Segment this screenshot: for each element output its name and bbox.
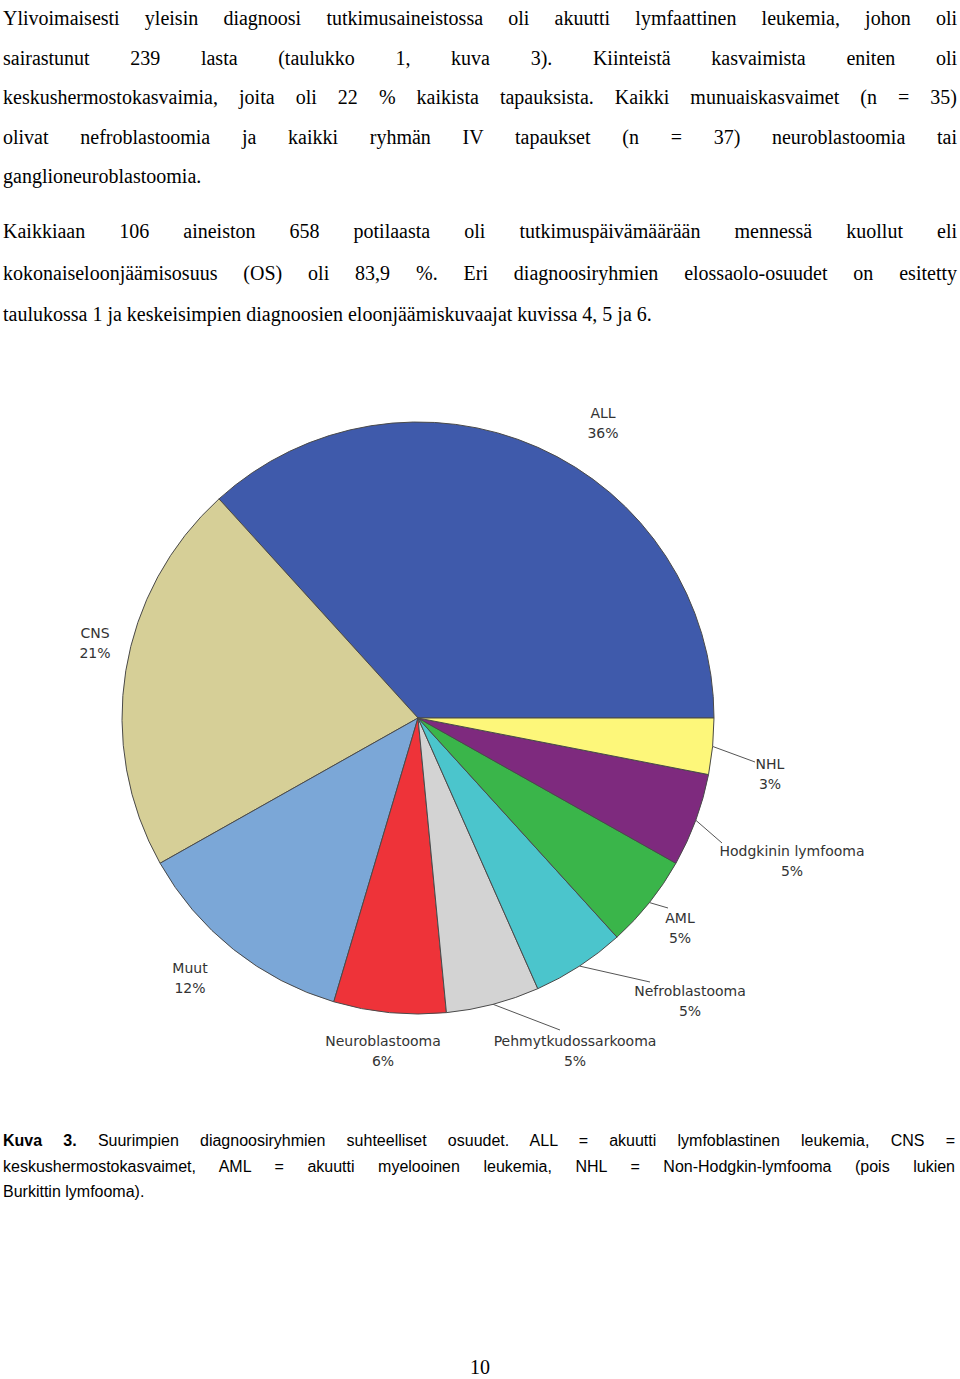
slice-label: Hodgkinin lymfooma bbox=[719, 843, 864, 859]
slice-value-label: 5% bbox=[781, 863, 803, 879]
text-line: Ylivoimaisesti yleisin diagnoosi tutkimu… bbox=[3, 0, 957, 38]
caption-text: Suurimpien diagnoosiryhmien suhteelliset… bbox=[98, 1132, 955, 1149]
slice-label: CNS bbox=[80, 625, 109, 641]
caption-text: Burkittin lymfooma). bbox=[3, 1183, 144, 1200]
text-line: keskushermostokasvaimia, joita oli 22 % … bbox=[3, 77, 957, 117]
leader-line bbox=[713, 746, 755, 762]
slices bbox=[122, 422, 714, 1014]
slice-label: Nefroblastooma bbox=[634, 983, 746, 999]
text-line: taulukossa 1 ja keskeisimpien diagnoosie… bbox=[3, 294, 957, 334]
slice-value-label: 5% bbox=[564, 1053, 586, 1069]
slice-label: NHL bbox=[756, 756, 785, 772]
caption-label: Kuva 3. bbox=[3, 1132, 77, 1149]
pie-slice bbox=[418, 718, 714, 775]
slice-label: Neuroblastooma bbox=[325, 1033, 440, 1049]
text-line: Kaikkiaan 106 aineiston 658 potilaasta o… bbox=[3, 211, 957, 251]
caption-line: Burkittin lymfooma). bbox=[3, 1179, 955, 1205]
text-line: sairastunut 239 lasta (taulukko 1, kuva … bbox=[3, 38, 957, 78]
slice-value-label: 12% bbox=[174, 980, 205, 996]
slice-value-label: 5% bbox=[679, 1003, 701, 1019]
slice-value-label: 5% bbox=[669, 930, 691, 946]
leader-line bbox=[696, 820, 722, 843]
page-number: 10 bbox=[440, 1356, 520, 1379]
slice-label: Muut bbox=[172, 960, 208, 976]
slice-label: ALL bbox=[590, 405, 615, 421]
slice-label: AML bbox=[665, 910, 695, 926]
slice-label: Pehmytkudossarkooma bbox=[494, 1033, 657, 1049]
leader-line bbox=[649, 903, 668, 908]
slice-value-label: 6% bbox=[372, 1053, 394, 1069]
text-line: ganglioneuroblastoomia. bbox=[3, 156, 957, 196]
caption-text: keskushermostokasvaimet, AML = akuutti m… bbox=[3, 1158, 955, 1175]
caption-line: Kuva 3. Suurimpien diagnoosiryhmien suht… bbox=[3, 1128, 955, 1154]
slice-value-label: 3% bbox=[759, 776, 781, 792]
slice-value-label: 36% bbox=[587, 425, 618, 441]
leader-line bbox=[579, 966, 650, 982]
leader-line bbox=[493, 1004, 560, 1030]
text-line: olivat nefroblastoomia ja kaikki ryhmän … bbox=[3, 117, 957, 157]
slice-value-label: 21% bbox=[79, 645, 110, 661]
caption-line: keskushermostokasvaimet, AML = akuutti m… bbox=[3, 1154, 955, 1180]
text-line: kokonaiseloonjäämisosuus (OS) oli 83,9 %… bbox=[3, 253, 957, 293]
labels: ALL 36% CNS 21% Muut 12% Neuroblastooma 6% Pehmy… bbox=[79, 405, 864, 1069]
